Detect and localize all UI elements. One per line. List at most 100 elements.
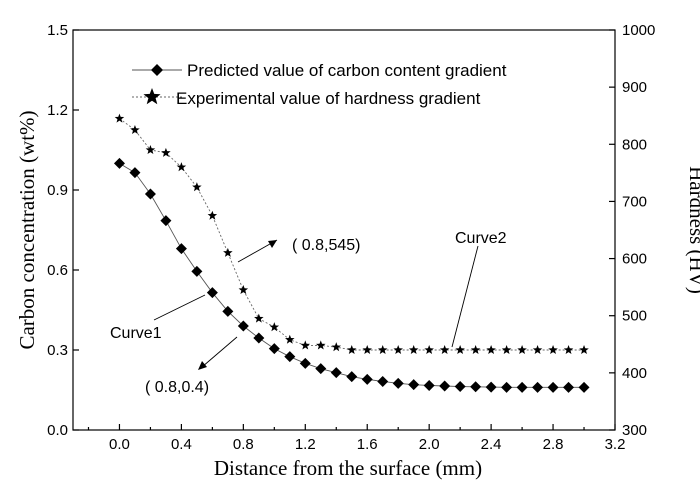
y2-tick-label: 300 bbox=[622, 422, 647, 439]
data-point-star bbox=[316, 340, 326, 350]
data-point-star bbox=[331, 342, 342, 352]
data-point-star bbox=[300, 340, 311, 350]
y-tick-label: 1.5 bbox=[47, 22, 68, 39]
data-point-star bbox=[501, 345, 512, 355]
x-tick-label: 0.4 bbox=[171, 436, 192, 453]
data-point-diamond bbox=[392, 377, 404, 389]
data-point-star bbox=[161, 147, 171, 157]
data-point-star bbox=[114, 113, 125, 123]
data-point-diamond bbox=[206, 287, 218, 299]
data-point-diamond bbox=[144, 188, 156, 200]
data-point-star bbox=[532, 345, 543, 355]
y2-tick-label: 600 bbox=[622, 251, 647, 268]
annotation-arrow-lower-point bbox=[201, 336, 238, 368]
y2-axis-title: Hardness (HV) bbox=[685, 166, 700, 294]
x-axis-title: Distance from the surface (mm) bbox=[214, 456, 482, 480]
data-point-star bbox=[424, 345, 434, 355]
x-tick-label: 2.8 bbox=[543, 436, 564, 453]
curve2-pointer-line bbox=[451, 245, 479, 348]
data-point-diamond bbox=[439, 380, 451, 392]
data-point-diamond bbox=[330, 367, 342, 379]
data-point-star bbox=[548, 345, 558, 355]
data-point-star bbox=[346, 345, 357, 355]
data-point-diamond bbox=[175, 243, 187, 255]
y2-axis-ticks: 300 400 500 600 700 800 900 1000 bbox=[609, 22, 655, 439]
series-carbon-content bbox=[113, 157, 590, 393]
data-point-star bbox=[362, 345, 372, 355]
data-point-diamond bbox=[268, 343, 280, 355]
y-tick-label: 0.3 bbox=[47, 342, 68, 359]
data-point-star bbox=[285, 334, 295, 344]
data-point-star bbox=[269, 322, 280, 332]
data-point-diamond bbox=[563, 381, 575, 393]
x-tick-label: 2.4 bbox=[481, 436, 502, 453]
data-point-diamond bbox=[315, 363, 327, 375]
y2-tick-label: 800 bbox=[622, 136, 647, 153]
data-point-diamond bbox=[129, 167, 141, 179]
data-point-star bbox=[470, 345, 481, 355]
data-point-star bbox=[223, 247, 233, 257]
y2-tick-label: 900 bbox=[622, 79, 647, 96]
data-point-diamond bbox=[454, 381, 466, 393]
data-point-star bbox=[130, 125, 140, 135]
data-point-diamond bbox=[377, 375, 389, 387]
data-point-star bbox=[238, 285, 249, 295]
data-point-diamond bbox=[470, 381, 482, 393]
y2-tick-label: 700 bbox=[622, 193, 647, 210]
data-point-diamond bbox=[237, 320, 249, 332]
data-point-star bbox=[517, 345, 527, 355]
y-tick-label: 0.0 bbox=[47, 422, 68, 439]
curve1-pointer-line bbox=[153, 294, 206, 321]
x-tick-label: 0.0 bbox=[109, 436, 130, 453]
data-point-star bbox=[377, 345, 388, 355]
arrowhead-icon bbox=[268, 240, 277, 248]
data-point-diamond bbox=[222, 305, 234, 317]
x-tick-label: 1.6 bbox=[357, 436, 378, 453]
plot-frame bbox=[72, 29, 616, 431]
data-point-star bbox=[207, 210, 218, 220]
data-point-star bbox=[408, 345, 419, 355]
data-point-star bbox=[486, 345, 496, 355]
data-point-diamond bbox=[423, 379, 435, 391]
data-point-diamond bbox=[485, 381, 497, 393]
data-point-star bbox=[192, 182, 202, 192]
data-point-diamond bbox=[547, 381, 559, 393]
annotation-label-lower-point: ( 0.8,0.4) bbox=[145, 379, 209, 396]
y-axis-title: Carbon concentration (wt%) bbox=[15, 110, 39, 349]
series-line bbox=[119, 118, 585, 351]
legend-star-marker bbox=[143, 88, 161, 105]
data-point-star bbox=[455, 345, 465, 355]
data-point-diamond bbox=[578, 381, 590, 393]
data-point-diamond bbox=[284, 351, 296, 363]
x-tick-label: 3.2 bbox=[605, 436, 626, 453]
x-axis-ticks: 0.0 0.4 0.8 1.2 1.6 2.0 2.4 2.8 3.2 bbox=[87, 424, 626, 453]
legend-label-hardness: Experimental value of hardness gradient bbox=[176, 89, 481, 108]
data-point-diamond bbox=[299, 357, 311, 369]
data-point-star bbox=[563, 345, 574, 355]
x-tick-label: 1.2 bbox=[295, 436, 316, 453]
curve1-label: Curve1 bbox=[110, 325, 162, 342]
series-hardness bbox=[114, 113, 589, 355]
data-point-diamond bbox=[361, 373, 373, 385]
y2-tick-label: 400 bbox=[622, 365, 647, 382]
annotations: ( 0.8,545) ( 0.8,0.4) Curve1 Curve2 bbox=[110, 230, 507, 396]
y-tick-label: 0.6 bbox=[47, 262, 68, 279]
data-point-diamond bbox=[191, 265, 203, 277]
data-point-star bbox=[254, 313, 264, 323]
data-point-diamond bbox=[346, 371, 358, 383]
legend-label-carbon: Predicted value of carbon content gradie… bbox=[187, 61, 507, 80]
data-point-diamond bbox=[253, 332, 265, 344]
data-point-star bbox=[145, 145, 156, 155]
x-tick-label: 2.0 bbox=[419, 436, 440, 453]
legend-diamond-marker bbox=[151, 64, 163, 76]
y2-tick-label: 500 bbox=[622, 308, 647, 325]
star-icon bbox=[143, 88, 161, 105]
y-tick-label: 1.2 bbox=[47, 102, 68, 119]
data-point-diamond bbox=[113, 157, 125, 169]
arrowhead-icon bbox=[198, 361, 207, 370]
data-point-diamond bbox=[532, 381, 544, 393]
chart-legend: Predicted value of carbon content gradie… bbox=[132, 61, 507, 108]
x-tick-label: 0.8 bbox=[233, 436, 254, 453]
y-tick-label: 0.9 bbox=[47, 182, 68, 199]
